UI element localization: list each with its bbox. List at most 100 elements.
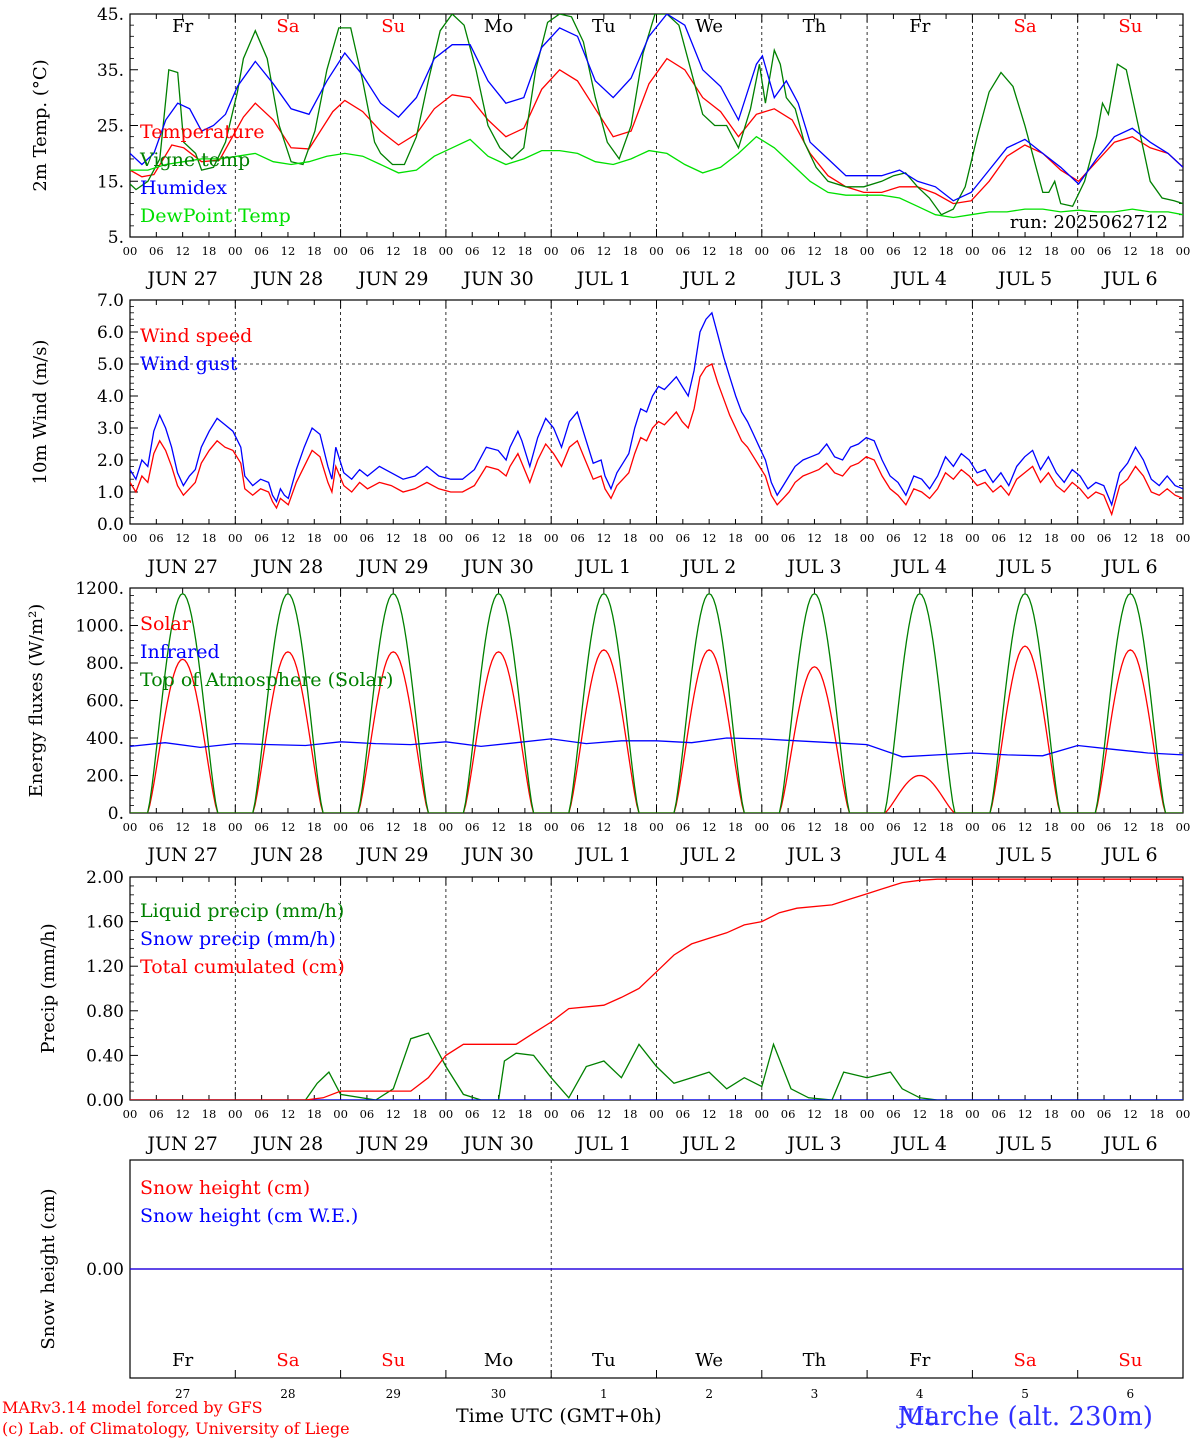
weekday-label: Sa [1014,16,1037,37]
date-label: JUN 30 [461,556,533,578]
date-label: JUN 28 [251,556,323,578]
bottom-day-number: 3 [811,1387,819,1401]
series-group [130,311,1183,517]
hour-tick-label: 18 [1149,1107,1164,1121]
legend-label: Humidex [140,177,227,199]
hour-tick-label: 06 [781,244,796,258]
weekday-label: Su [1118,16,1142,37]
hour-tick-label: 18 [1149,820,1164,834]
weekday-label: We [695,16,723,37]
hour-tick-label: 06 [1097,244,1112,258]
date-label: JUN 30 [461,268,533,290]
hour-tick-label: 12 [281,531,296,545]
hour-tick-label: 18 [412,244,427,258]
hour-tick-label: 12 [807,820,822,834]
hour-tick-label: 18 [202,531,217,545]
series-line-temperature [130,57,1183,205]
hour-tick-label: 06 [1097,531,1112,545]
legend-label: Solar [140,613,192,635]
hour-tick-label: 18 [307,820,322,834]
hour-tick-label: 18 [623,244,638,258]
hour-tick-label: 00 [1176,531,1191,545]
weekday-label: Tu [592,16,616,37]
hour-tick-label: 12 [491,244,506,258]
y-tick-label: 1.60 [86,913,124,933]
hour-tick-label: 12 [702,1107,717,1121]
y-tick-label: 0.0 [97,515,124,535]
hour-tick-label: 18 [623,531,638,545]
weekday-label: Su [1118,1350,1142,1371]
date-label: JUL 1 [575,1133,631,1155]
hour-tick-label: 06 [254,820,269,834]
hour-tick-label: 00 [860,820,875,834]
bottom-day-number: 30 [491,1387,506,1401]
legend-label: Top of Atmosphere (Solar) [140,669,393,691]
date-label: JUL 5 [996,1133,1052,1155]
bottom-day-number: 1 [600,1387,608,1401]
weekday-label: Mo [484,16,513,37]
weekday-label: Sa [276,1350,299,1371]
hour-tick-label: 00 [333,531,348,545]
legend-label: Snow height (cm W.E.) [140,1205,358,1227]
hour-tick-label: 06 [570,244,585,258]
y-tick-label: 2.0 [97,451,124,471]
hour-tick-label: 06 [676,1107,691,1121]
y-tick-label: 5.0 [97,355,124,375]
hour-tick-label: 18 [1044,820,1059,834]
hour-tick-label: 18 [202,820,217,834]
y-tick-label: 200. [86,767,124,787]
hour-tick-label: 00 [1070,1107,1085,1121]
hour-tick-label: 06 [254,1107,269,1121]
hour-tick-label: 18 [1149,531,1164,545]
hour-tick-label: 18 [202,1107,217,1121]
bottom-day-number: 28 [280,1387,295,1401]
hour-tick-label: 06 [360,244,375,258]
hour-tick-label: 12 [386,1107,401,1121]
hour-tick-label: 06 [886,820,901,834]
weekday-label: Su [381,1350,405,1371]
hour-tick-label: 12 [807,244,822,258]
hour-tick-label: 18 [623,1107,638,1121]
hour-tick-label: 18 [1044,1107,1059,1121]
date-label: JUL 4 [891,844,947,866]
hour-tick-label: 12 [281,244,296,258]
hour-tick-label: 00 [544,531,559,545]
date-label: JUL 3 [785,1133,841,1155]
hour-tick-label: 18 [939,1107,954,1121]
hour-tick-label: 18 [939,244,954,258]
hour-tick-label: 00 [228,244,243,258]
bottom-day-number: 29 [386,1387,401,1401]
hour-tick-label: 12 [175,531,190,545]
date-label: JUN 28 [251,844,323,866]
time-axis-label: Time UTC (GMT+0h) [456,1405,662,1427]
date-label: JUN 27 [145,268,217,290]
hour-tick-label: 00 [965,1107,980,1121]
weekday-label: Tu [592,1350,616,1371]
bottom-day-number: 4 [916,1387,924,1401]
hour-tick-label: 18 [728,531,743,545]
hour-tick-label: 18 [202,244,217,258]
panel-4: 00 06 12 18 00 06 12 18 00 06 12 18 00 06 12 18 00 06 12 18… [38,868,1190,1155]
hour-tick-label: 12 [1123,1107,1138,1121]
y-tick-label: 800. [86,654,124,674]
y-tick-label: 0.00 [86,1091,124,1111]
date-label: JUN 28 [251,1133,323,1155]
date-label: JUL 6 [1101,1133,1157,1155]
weekday-label: We [695,1350,723,1371]
bottom-day-number: 27 [175,1387,190,1401]
hour-tick-label: 00 [860,531,875,545]
y-tick-label: 25. [97,117,124,137]
hour-tick-label: 06 [570,820,585,834]
legend-label: DewPoint Temp [140,205,291,227]
hour-tick-label: 12 [702,244,717,258]
hour-tick-label: 18 [1149,244,1164,258]
hour-tick-label: 12 [807,1107,822,1121]
hour-tick-label: 00 [544,244,559,258]
hour-tick-label: 00 [123,820,138,834]
hour-tick-label: 12 [597,820,612,834]
hour-tick-label: 18 [728,1107,743,1121]
date-label: JUL 3 [785,556,841,578]
y-tick-label: 600. [86,692,124,712]
hour-tick-label: 12 [1123,244,1138,258]
